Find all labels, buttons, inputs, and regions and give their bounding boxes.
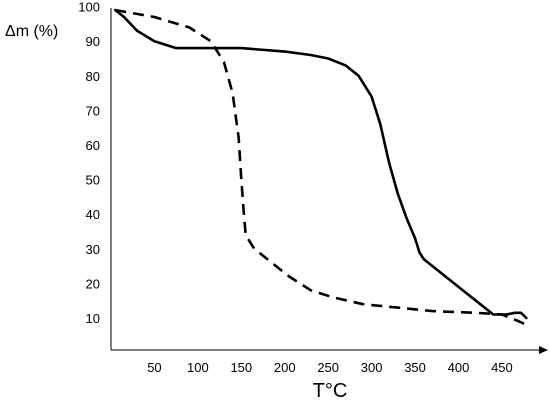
x-tick-label: 400: [448, 360, 470, 375]
y-tick-label: 30: [86, 242, 100, 257]
y-tick-label: 60: [86, 138, 100, 153]
dashed-series-line: [115, 8, 527, 327]
y-tick-labels: 10 20 30 40 50 60 70 80 90 100: [78, 0, 100, 326]
x-tick-label: 150: [230, 360, 252, 375]
series-layer: [114, 8, 528, 327]
y-tick-label: 70: [86, 103, 100, 118]
x-tick-label: 300: [361, 360, 383, 375]
y-tick-label: 40: [86, 207, 100, 222]
y-axis-label: Δm (%): [5, 23, 58, 40]
x-tick-label: 200: [274, 360, 296, 375]
x-tick-label: 50: [147, 360, 161, 375]
solid-series-line: [114, 8, 528, 320]
x-tick-label: 450: [491, 360, 513, 375]
y-tick-label: 90: [86, 34, 100, 49]
x-tick-label: 100: [187, 360, 209, 375]
y-tick-label: 20: [86, 276, 100, 291]
x-axis-arrow-icon: [539, 346, 548, 354]
x-tick-labels: 50 100 150 200 250 300 350 400 450: [147, 360, 513, 375]
y-tick-label: 100: [78, 0, 100, 15]
y-tick-label: 10: [86, 311, 100, 326]
y-tick-label: 50: [86, 173, 100, 188]
y-tick-label: 80: [86, 69, 100, 84]
x-tick-label: 250: [317, 360, 339, 375]
x-tick-label: 350: [404, 360, 426, 375]
x-axis-label: T°C: [313, 380, 348, 402]
